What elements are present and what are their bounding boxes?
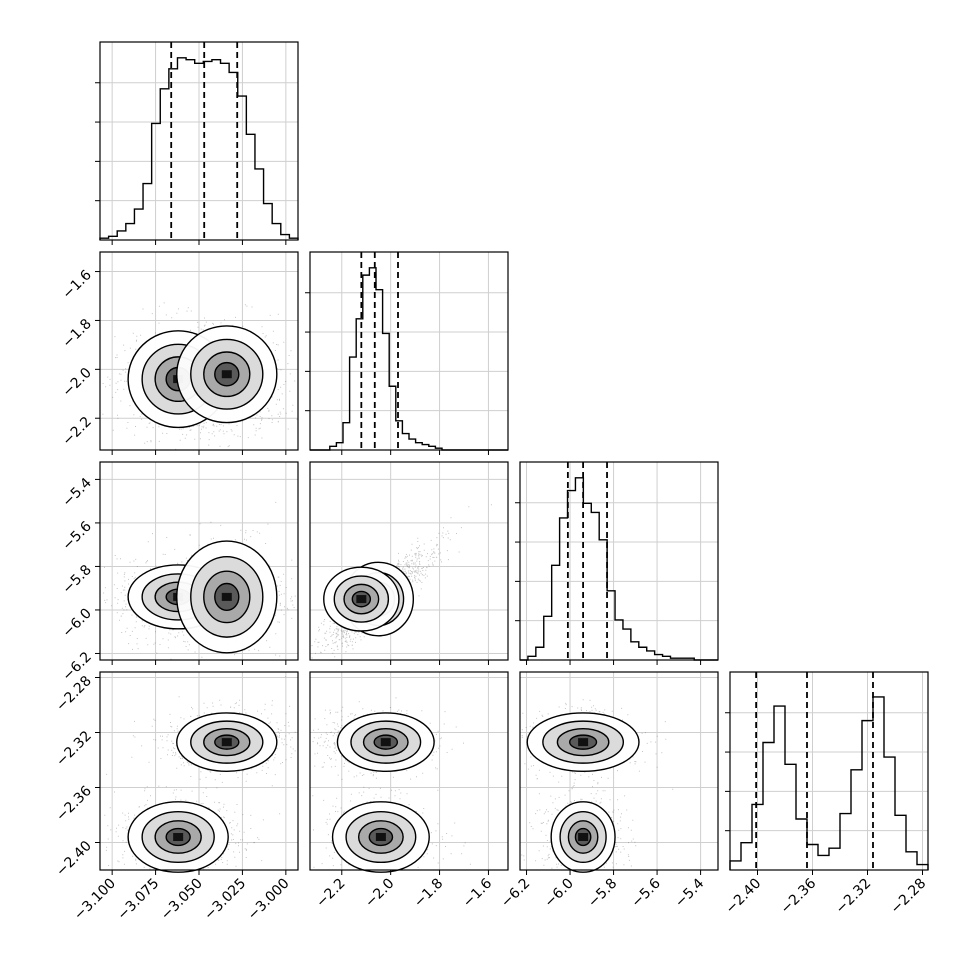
x-tick-label: −5.8 xyxy=(585,876,620,911)
density-peak xyxy=(173,833,184,841)
panel-background xyxy=(520,462,718,660)
histogram-panel xyxy=(725,671,929,871)
panel-frame xyxy=(309,251,509,451)
x-tick-label: −5.6 xyxy=(629,875,664,910)
y-tick-label: −2.0 xyxy=(59,365,94,400)
x-tick-label: −2.32 xyxy=(833,876,875,918)
y-tick-label: −2.2 xyxy=(59,414,94,449)
histogram-panel xyxy=(305,251,509,451)
panel-frame xyxy=(309,671,509,871)
x-tick-label: −2.40 xyxy=(723,876,765,918)
density-peak xyxy=(578,833,589,841)
histogram-panel xyxy=(515,461,719,661)
panel-frame xyxy=(519,461,719,661)
x-tick-label: −3.025 xyxy=(201,876,249,924)
panel-background xyxy=(310,252,508,450)
panel-frame xyxy=(519,671,719,871)
scatter-panel xyxy=(99,251,299,451)
y-tick-label: −6.0 xyxy=(59,605,94,640)
scatter-panel xyxy=(309,671,509,873)
panel-background xyxy=(730,672,928,870)
density-peak xyxy=(221,370,232,379)
x-tick-label: −6.0 xyxy=(542,876,577,911)
density-peak xyxy=(578,738,589,747)
y-tick-label: −2.32 xyxy=(53,728,95,770)
scatter-panel xyxy=(99,671,299,873)
y-tick-label: −1.6 xyxy=(59,267,94,302)
scatter-panel xyxy=(99,461,299,661)
panel-frame xyxy=(309,461,509,661)
x-tick-label: −2.28 xyxy=(888,876,930,918)
x-tick-label: −1.6 xyxy=(460,875,495,910)
panel-background xyxy=(520,672,718,870)
y-tick-label: −5.6 xyxy=(59,518,94,553)
x-tick-label: −5.4 xyxy=(672,875,707,910)
scatter-panel xyxy=(519,671,719,873)
density-peak xyxy=(356,595,367,604)
panel-frame xyxy=(729,671,929,871)
x-tick-label: −3.050 xyxy=(158,876,206,924)
histogram-panel xyxy=(95,41,299,241)
x-tick-label: −2.36 xyxy=(778,875,820,917)
x-tick-label: −2.2 xyxy=(313,876,348,911)
y-tick-label: −1.8 xyxy=(59,316,94,351)
y-tick-label: −2.40 xyxy=(53,838,95,880)
y-tick-label: −2.36 xyxy=(53,783,95,825)
x-tick-label: −6.2 xyxy=(498,876,533,911)
x-tick-label: −3.075 xyxy=(114,876,162,924)
x-tick-label: −2.0 xyxy=(362,876,397,911)
density-peak xyxy=(375,833,386,841)
histogram-step xyxy=(520,477,718,661)
x-tick-label: −3.100 xyxy=(71,876,119,924)
histogram-step xyxy=(99,57,299,240)
y-tick-label: −5.8 xyxy=(59,562,94,597)
x-tick-label: −1.8 xyxy=(411,876,446,911)
density-peak xyxy=(221,592,232,601)
y-tick-label: −5.4 xyxy=(59,475,94,510)
density-peak xyxy=(380,738,391,747)
scatter-panel xyxy=(309,461,509,661)
panel-background xyxy=(310,462,508,660)
x-tick-label: −3.000 xyxy=(245,876,293,924)
histogram-step xyxy=(729,696,929,870)
density-peak xyxy=(221,738,232,747)
